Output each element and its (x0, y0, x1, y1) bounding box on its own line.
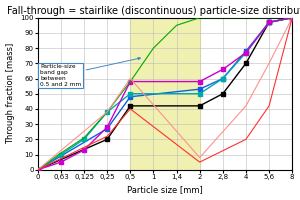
X-axis label: Particle size [mm]: Particle size [mm] (127, 185, 203, 194)
Title: Fall-through = stairlike (discontinuous) particle-size distributions: Fall-through = stairlike (discontinuous)… (7, 6, 300, 16)
Y-axis label: Through fraction [mass]: Through fraction [mass] (6, 43, 15, 144)
Bar (130, 18, 200, 170)
Text: Particle-size
band gap
between
0.5 and 2 mm: Particle-size band gap between 0.5 and 2… (40, 57, 140, 87)
